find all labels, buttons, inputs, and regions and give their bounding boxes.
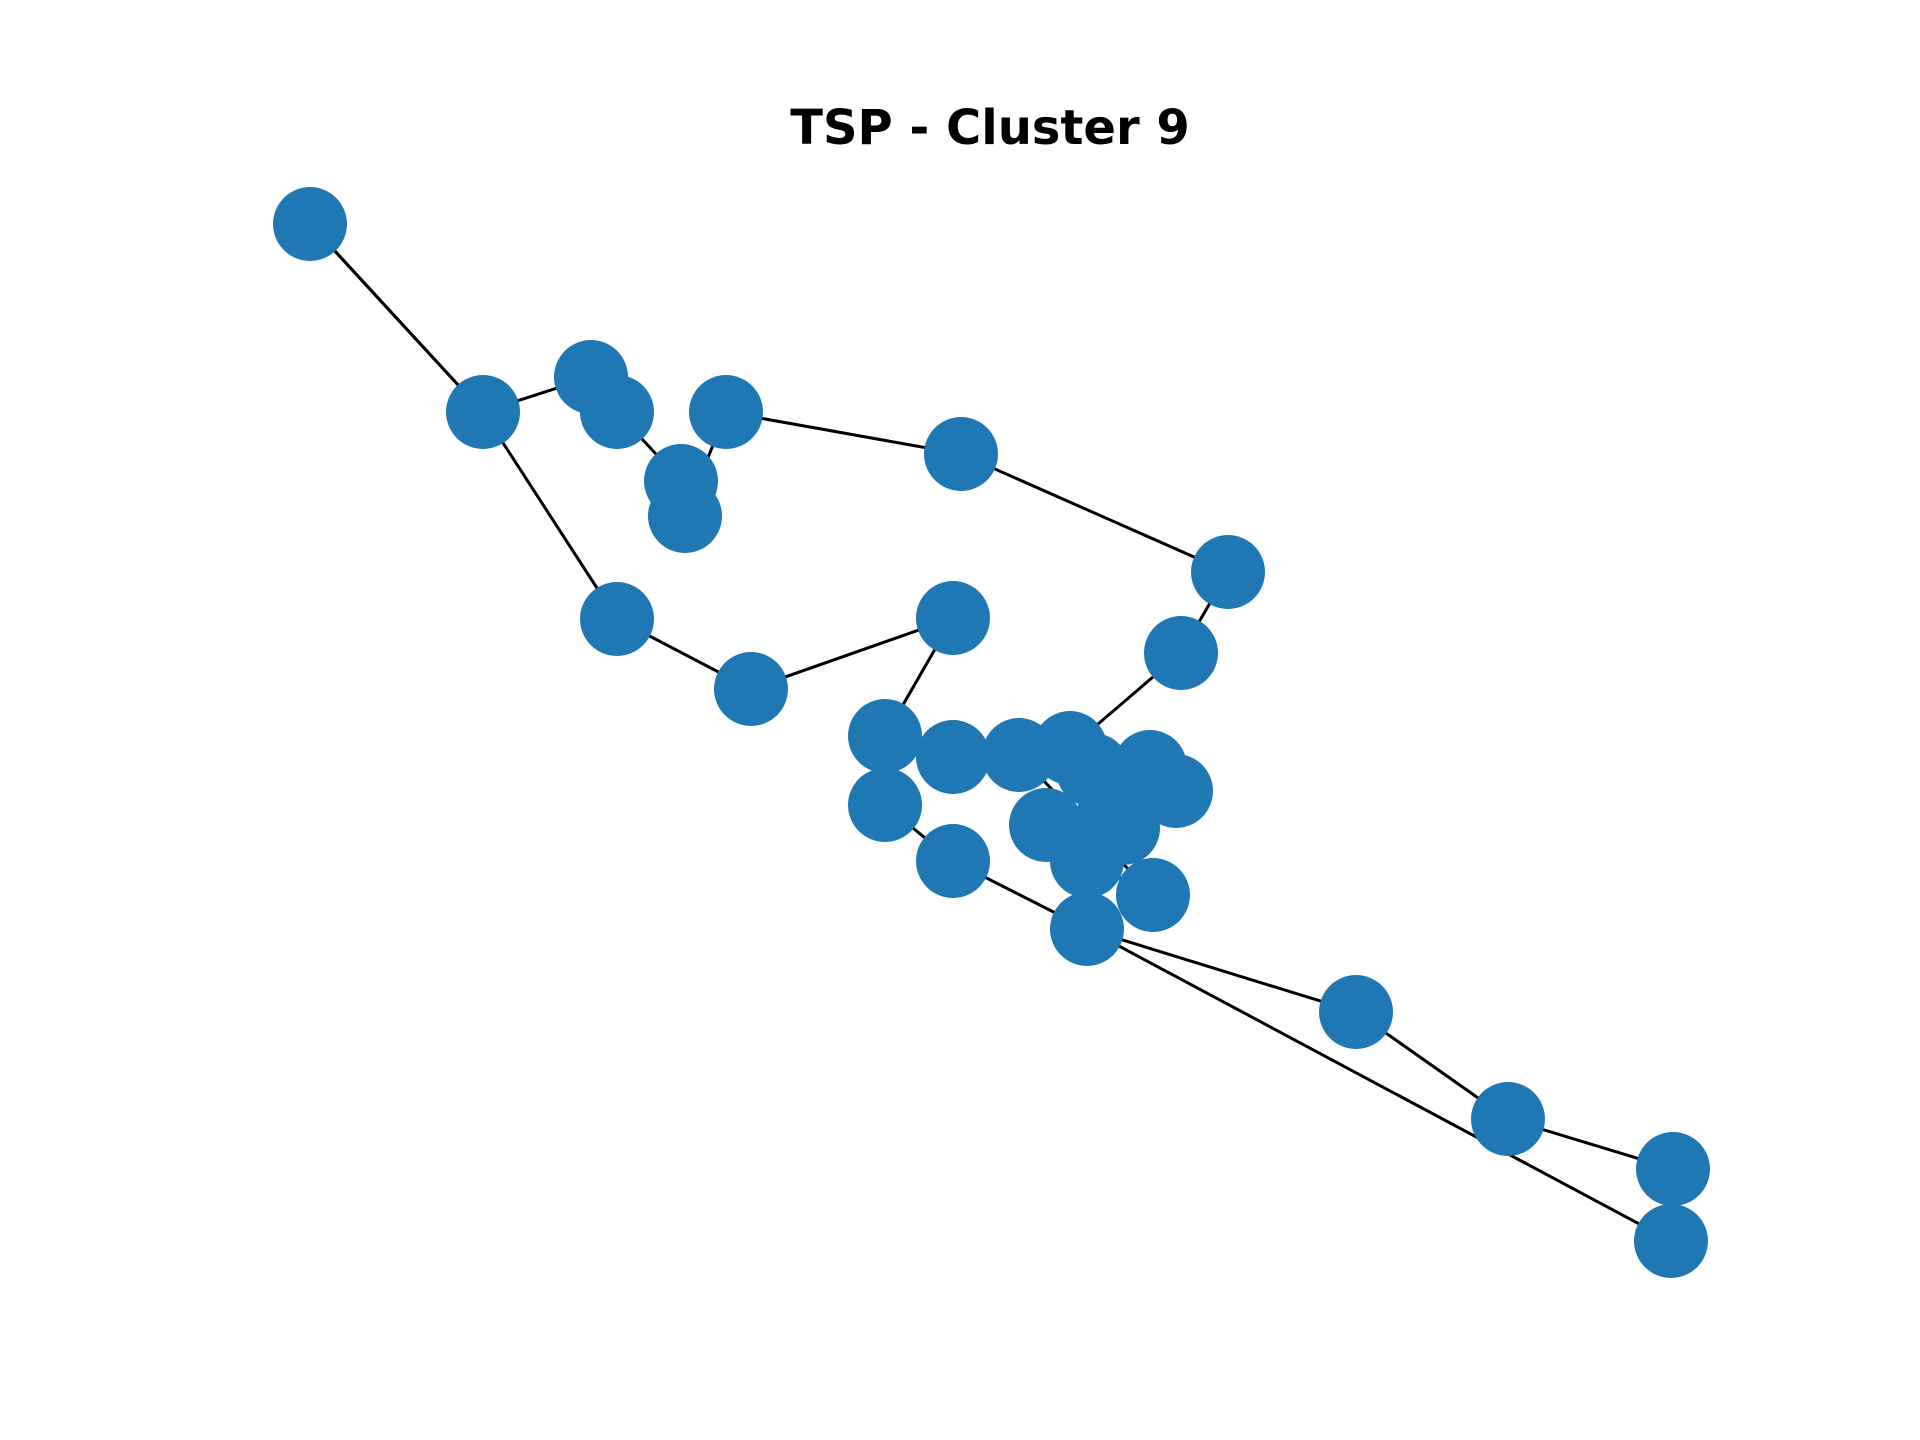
node-n28 xyxy=(1050,892,1124,966)
node-n29 xyxy=(1319,975,1393,1049)
edge-n8-n9 xyxy=(960,452,1229,574)
node-n22 xyxy=(848,699,922,773)
node-n19 xyxy=(1116,858,1190,932)
node-n24 xyxy=(714,652,788,726)
edge-n28-n29 xyxy=(1086,927,1357,1014)
edge-n25-n2 xyxy=(481,411,619,620)
node-n6 xyxy=(648,479,722,553)
node-n18 xyxy=(1050,824,1124,898)
node-n8 xyxy=(924,417,998,491)
node-n21 xyxy=(916,720,990,794)
node-n27 xyxy=(916,824,990,898)
node-n7 xyxy=(689,375,763,449)
node-n25 xyxy=(580,582,654,656)
node-n9 xyxy=(1191,535,1265,609)
node-n31 xyxy=(1636,1132,1710,1206)
node-n4 xyxy=(580,375,654,449)
diagram-title: TSP - Cluster 9 xyxy=(790,100,1190,156)
edge-n32-n28 xyxy=(1086,927,1672,1243)
node-n23 xyxy=(916,581,990,655)
node-n32 xyxy=(1634,1204,1708,1278)
node-n20 xyxy=(982,718,1056,792)
node-n26 xyxy=(848,768,922,842)
node-n1 xyxy=(273,187,347,261)
node-n14 xyxy=(1139,754,1213,828)
edge-n7-n8 xyxy=(725,410,962,456)
city-nodes xyxy=(273,187,1710,1278)
node-n10 xyxy=(1144,616,1218,690)
edge-n2-n1 xyxy=(308,222,485,414)
node-n2 xyxy=(446,375,520,449)
node-n30 xyxy=(1471,1082,1545,1156)
